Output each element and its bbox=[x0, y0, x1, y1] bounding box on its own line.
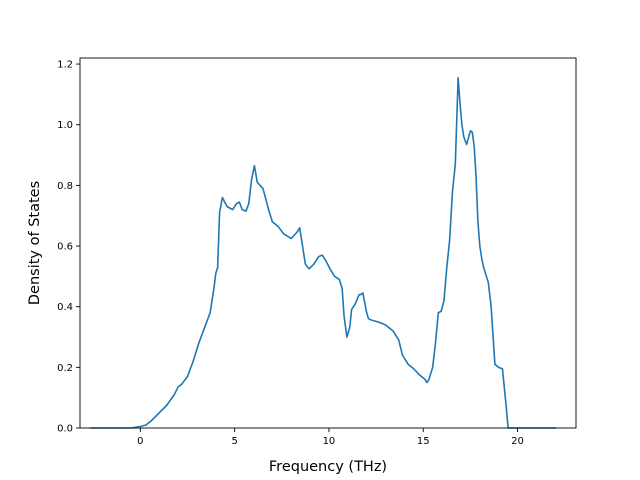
x-tick-label: 20 bbox=[511, 436, 524, 447]
y-axis: 0.0 0.2 0.4 0.6 0.8 1.0 1.2 bbox=[57, 60, 80, 435]
y-axis-title: Density of States bbox=[27, 181, 43, 305]
y-tick-label: 0.2 bbox=[57, 363, 73, 374]
x-tick-label: 10 bbox=[323, 436, 336, 447]
series-line-0 bbox=[90, 76, 557, 429]
plot-frame bbox=[79, 57, 577, 429]
x-tick-label: 5 bbox=[231, 436, 237, 447]
plot-area bbox=[80, 58, 576, 428]
y-tick-label: 0.4 bbox=[57, 302, 73, 313]
y-tick-label: 1.2 bbox=[57, 60, 73, 71]
x-axis-title: Frequency (THz) bbox=[269, 459, 387, 475]
x-tick-label: 0 bbox=[137, 436, 143, 447]
y-tick-label: 0.6 bbox=[57, 242, 73, 253]
x-axis: 0 5 10 15 20 bbox=[137, 428, 524, 447]
y-tick-label: 1.0 bbox=[57, 120, 73, 131]
plot-marks bbox=[90, 76, 557, 429]
x-tick-label: 15 bbox=[417, 436, 430, 447]
y-tick-label: 0.8 bbox=[57, 181, 73, 192]
y-tick-label: 0.0 bbox=[57, 424, 73, 435]
